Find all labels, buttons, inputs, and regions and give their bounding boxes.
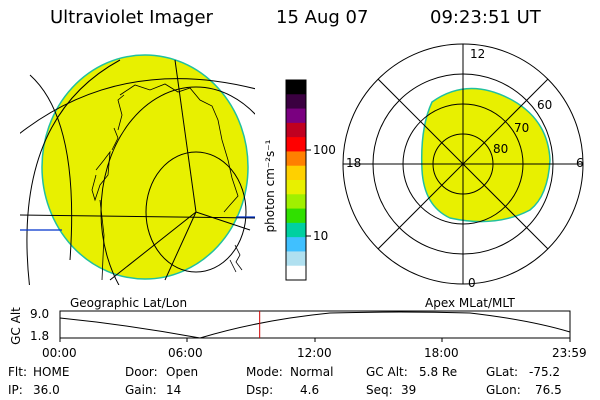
gain-value: 14	[166, 383, 182, 397]
time-tick-1200: 12:00	[297, 346, 332, 360]
colorbar-segment	[286, 265, 306, 281]
time-tick-0600: 06:00	[168, 346, 203, 360]
colorbar-segment	[286, 122, 306, 138]
colorbar-segment	[286, 180, 306, 195]
filter-label: Flt:	[8, 365, 27, 379]
colorbar-segment	[286, 222, 306, 238]
colorbar-segment	[286, 165, 306, 181]
glon-label: GLon:	[486, 383, 521, 397]
polar-label-noon: 12	[470, 47, 486, 61]
gain-label: Gain:	[125, 383, 157, 397]
colorbar-unit-label: photon cm⁻²s⁻¹	[263, 139, 277, 233]
time-tick-2359: 23:59	[552, 346, 587, 360]
colorbar-segment	[286, 137, 306, 152]
glon-value: 76.5	[535, 383, 562, 397]
polar-label-dusk: 18	[346, 156, 362, 170]
door-value: Open	[166, 365, 199, 379]
coastline	[91, 83, 243, 281]
altitude-curve	[59, 311, 571, 339]
polar-label-dawn: 6	[576, 156, 584, 170]
colorbar-segment	[286, 80, 306, 95]
time-tick-1800: 18:00	[424, 346, 459, 360]
colorbar-segment	[286, 108, 306, 124]
gc-alt-value: 5.8 Re	[419, 365, 458, 379]
polar-label-midnight: 0	[468, 276, 476, 290]
time-tick-0000: 00:00	[42, 346, 77, 360]
image-time: 09:23:51 UT	[430, 7, 541, 28]
colorbar-tick-100: 100	[313, 143, 336, 157]
seq-label: Seq:	[366, 383, 393, 397]
colorbar	[285, 79, 311, 281]
colorbar-segment	[286, 194, 306, 210]
door-label: Door:	[125, 365, 158, 379]
colorbar-segment	[286, 94, 306, 110]
colorbar-segment	[286, 208, 306, 224]
polar-ring-70: 70	[514, 121, 530, 135]
mode-label: Mode:	[246, 365, 283, 379]
auroral-emission-fill	[41, 54, 249, 280]
mode-value: Normal	[290, 365, 334, 379]
geographic-map	[20, 54, 255, 285]
colorbar-segment	[286, 237, 306, 252]
dsp-value: 4.6	[300, 383, 320, 397]
magnetic-polar-dial	[342, 43, 584, 285]
image-date: 15 Aug 07	[276, 7, 369, 28]
altitude-tick-low: 1.8	[30, 329, 50, 343]
glat-label: GLat:	[486, 365, 519, 379]
left-map-label: Geographic Lat/Lon	[70, 296, 188, 310]
graticule-lines	[20, 59, 255, 285]
colorbar-segment	[286, 151, 306, 167]
orbit-altitude-plot	[59, 310, 571, 342]
gc-alt-label: GC Alt:	[366, 365, 408, 379]
colorbar-tick-10: 10	[313, 229, 329, 243]
ip-label: IP:	[8, 383, 23, 397]
instrument-title: Ultraviolet Imager	[50, 7, 213, 28]
polar-ring-60: 60	[537, 98, 553, 112]
right-map-label: Apex MLat/MLT	[425, 296, 515, 310]
colorbar-segment	[286, 251, 306, 267]
dsp-label: Dsp:	[246, 383, 274, 397]
altitude-axis-label: GC Alt	[9, 307, 23, 345]
polar-ring-80: 80	[493, 142, 509, 156]
glat-value: -75.2	[529, 365, 561, 379]
altitude-tick-high: 9.0	[30, 307, 50, 321]
ip-value: 36.0	[33, 383, 60, 397]
seq-value: 39	[401, 383, 417, 397]
filter-value: HOME	[33, 365, 70, 379]
